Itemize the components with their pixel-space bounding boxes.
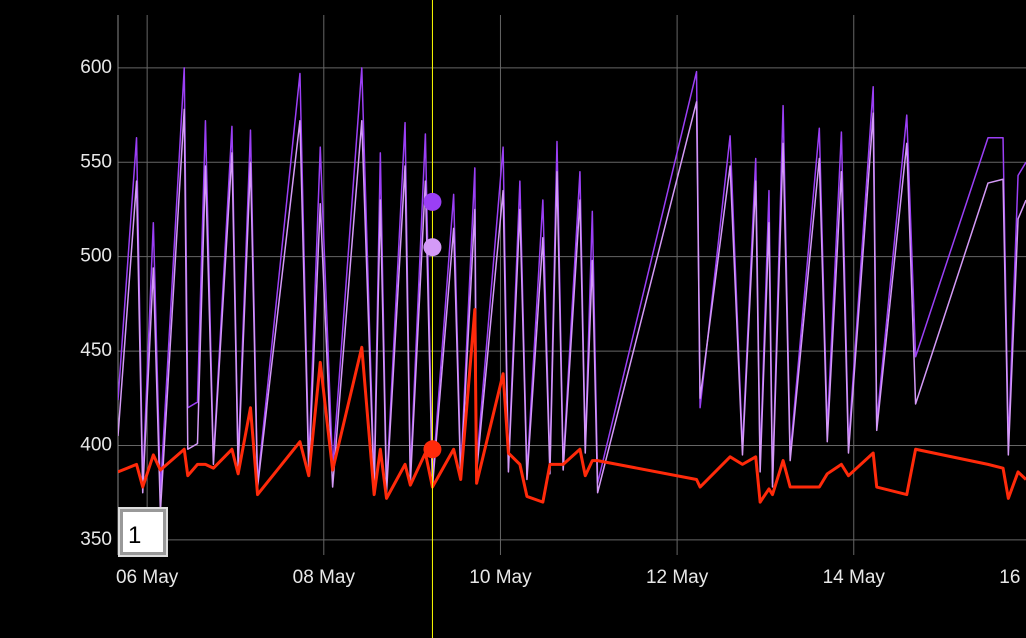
- grid: [117, 15, 1026, 555]
- y-tick-label: 600: [80, 57, 112, 78]
- x-tick-label: 08 May: [293, 567, 356, 588]
- y-tick-label: 400: [80, 435, 112, 456]
- cursor-dot: [423, 192, 442, 211]
- series-line: [118, 308, 1026, 504]
- y-tick-label: 550: [80, 151, 112, 172]
- text-input[interactable]: 1: [118, 507, 168, 557]
- cursor-dot: [423, 238, 442, 257]
- x-tick-label: 16 May: [999, 567, 1026, 588]
- series-line: [118, 101, 1026, 513]
- plot-area: [118, 67, 1026, 513]
- y-tick-label: 350: [80, 529, 112, 550]
- series-line: [118, 67, 1026, 494]
- x-tick-label: 06 May: [116, 567, 179, 588]
- cursor-dot: [423, 440, 442, 459]
- y-tick-label: 500: [80, 246, 112, 267]
- x-tick-label: 10 May: [469, 567, 532, 588]
- tick-labels: 350 400 450 500 550 600 06 May 08 May 10 May 12 M…: [80, 57, 1026, 588]
- x-tick-label: 14 May: [823, 567, 886, 588]
- x-tick-label: 12 May: [646, 567, 709, 588]
- y-tick-label: 450: [80, 340, 112, 361]
